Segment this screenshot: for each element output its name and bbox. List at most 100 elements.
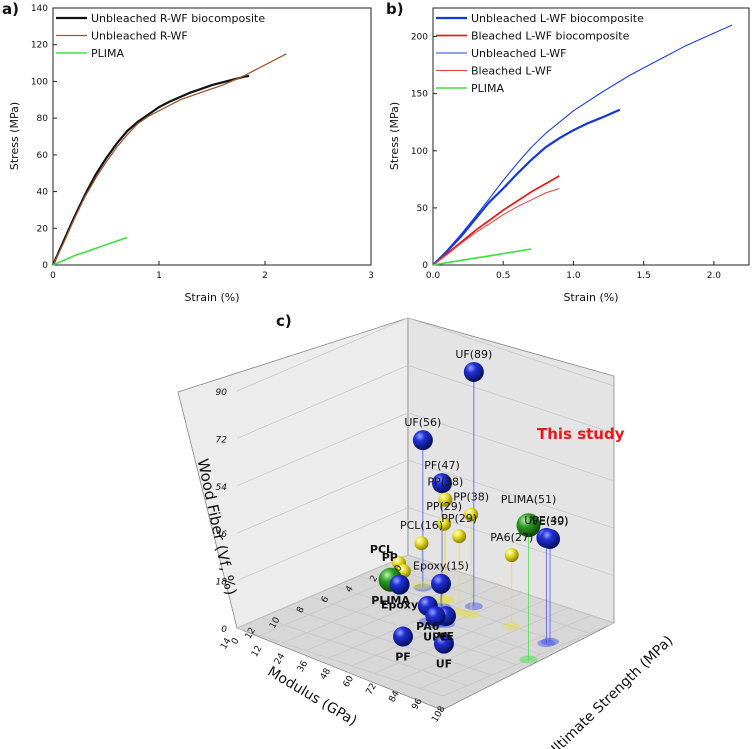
x-tick-label-b: 2.0 [707,271,722,281]
floor-shadow-8 [412,581,431,590]
legend-label-b-1: Bleached L-WF biocomposite [471,30,630,43]
legend-label-a-1: Unbleached R-WF [91,30,188,43]
chart-c: c) UF(89)UF(56)PF(47)PP(38)PP(38)PP(29)P… [177,312,676,749]
floor-gridline-strength [351,592,523,667]
data-point-1 [412,430,433,451]
z-tick-label-c: 72 [216,435,228,445]
data-point-10 [540,528,561,549]
y-tick-label-c: 48 [319,666,334,681]
z-tick-label-c: 90 [216,388,228,398]
floor-shadow-7 [502,622,521,631]
x-tick-label-b: 0.0 [426,271,441,281]
floor-gridline-modulus [285,606,492,676]
data-point-7 [504,548,519,563]
data-point-14 [425,606,446,627]
data-point-9 [430,573,451,594]
z-tick-label-c: 18 [216,578,228,588]
y-tick-label-a: 60 [37,151,49,161]
floor-gridline-modulus [310,596,517,666]
y-axis-label-c: Ultimate Strength (MPa) [544,633,676,749]
y-tick-label-c: 72 [365,682,379,697]
x-axis-label-b: Strain (%) [563,291,618,304]
y-tick-label-b: 0 [422,261,428,271]
y-tick-label-c: 60 [342,674,357,689]
x-tick-label-c: 0 [393,563,405,573]
y-tick-label-b: 150 [411,90,428,100]
x-tick-label-c: 2 [369,574,381,584]
y-tick-label-a: 100 [31,77,48,87]
x-tick-label-c: 4 [344,584,356,594]
wall-gridline-fiber [236,365,615,439]
series-line-b-3 [432,188,560,266]
floor-shadow-0 [464,602,483,611]
x-tick-label-a: 2 [262,271,268,281]
x-tick-label-a: 3 [368,271,374,281]
x-tick-label-b: 0.5 [496,271,510,281]
wall-gridline-fiber [236,412,615,487]
point-label-12: PLIMA(51) [501,493,557,506]
point-label-11: UPE(40) [524,514,568,527]
z-tick-label-c: 36 [216,530,228,540]
point-label-20: PF [395,651,411,664]
y-tick-label-a: 80 [37,114,49,124]
floor-shadow-10 [541,637,560,646]
floor-gridline-modulus [261,617,468,686]
y-tick-label-c: 0 [230,636,242,646]
series-line-a-1 [52,53,287,266]
z-tick-label-c: 0 [221,625,227,635]
point-label-21: UF [436,658,452,671]
x-tick-label-b: 1.5 [637,271,651,281]
point-label-6: PP(29) [441,512,477,525]
y-tick-label-a: 0 [42,261,48,271]
data-point-2 [431,473,452,494]
point-label-17: PP [382,551,398,564]
plot-b-frame [432,7,750,266]
this-study-annotation: This study [537,425,625,443]
point-label-0: UF(89) [455,348,492,361]
floor-gridline-modulus [383,565,590,634]
y-tick-label-b: 200 [411,33,428,43]
data-point-3 [464,507,479,522]
floor-shadow-5 [435,596,454,605]
point-label-15: VE [438,630,454,643]
x-tick-label-c: 12 [244,626,258,641]
legend-label-b-2: Unbleached L-WF [471,47,567,60]
data-point-18 [389,574,410,595]
point-label-9: Epoxy(15) [413,560,469,573]
point-label-19: PLIMA [371,594,410,607]
data-point-6 [452,529,467,544]
data-point-5 [437,516,452,531]
x-axis-label-c: Modulus (GPa) [265,664,360,730]
floor-gridline-strength [374,600,546,674]
point-label-16: PCL [370,543,393,556]
x-tick-label-a: 1 [156,271,162,281]
point-label-5: PP(29) [426,500,462,513]
series-line-a-0 [51,74,250,266]
point-label-2: PF(47) [424,459,460,472]
series-line-b-2 [432,24,733,266]
plot-a-frame [52,7,372,266]
series-line-a-2 [52,236,128,266]
wall-gridline-fiber [236,507,615,581]
series-line-b-0 [432,108,621,266]
legend-label-b-3: Bleached L-WF [471,65,552,78]
floor-shadow-12 [519,655,538,664]
y-tick-label-a: 120 [31,41,48,51]
point-label-14: UPE [423,630,448,643]
x-axis-label-a: Strain (%) [184,291,239,304]
floor-gridline-strength [282,569,454,644]
floor-gridline-modulus [236,627,444,697]
floor-gridline-strength [397,607,569,682]
x-tick-label-a: 0 [50,271,56,281]
point-label-13: PA6 [416,620,440,633]
point-label-4: PP(38) [427,476,463,489]
x-tick-label-b: 1.0 [566,271,581,281]
floor-shadow-3 [462,610,481,619]
floor-gridline-strength [419,615,592,689]
panel-a-label: a) [2,0,19,18]
legend-label-a-2: PLIMA [91,47,124,60]
floor-shadow-1 [413,583,432,592]
series-line-b-1 [432,175,560,266]
point-label-3: PP(38) [453,491,489,504]
